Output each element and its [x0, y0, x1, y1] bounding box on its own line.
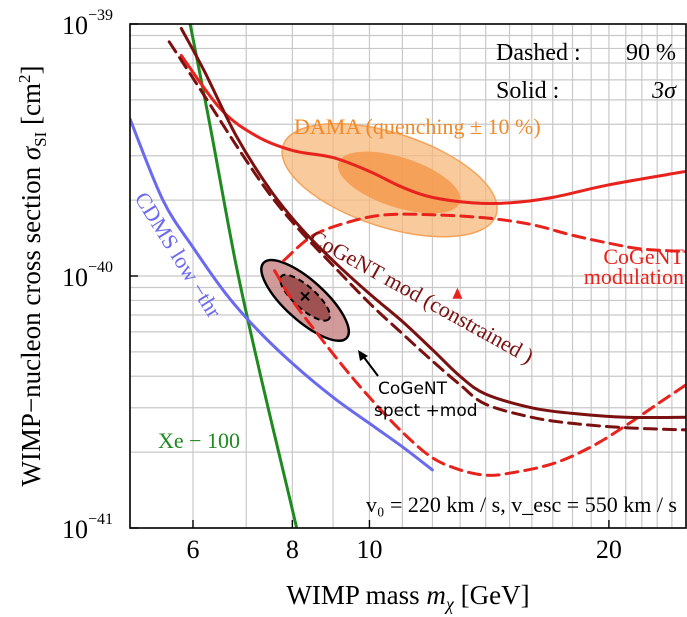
series-line-0 [188, 24, 299, 528]
series-line-4 [273, 269, 686, 477]
exclusion-curves [130, 24, 686, 528]
legend-dashed-label: Dashed : [496, 40, 581, 66]
cogent-modulation-label-1: CoGeNT [603, 244, 684, 269]
x-axis-title: WIMP mass mχ [GeV] [286, 580, 529, 614]
x-tick-label: 20 [596, 535, 622, 564]
cogent-spect-arrow [362, 355, 379, 377]
series-line-3 [282, 212, 686, 263]
legend-solid-value: 3σ [651, 78, 677, 104]
series-line-5 [179, 27, 686, 420]
y-tick-label: 10−39 [62, 7, 113, 40]
x-tick-label: 6 [186, 535, 199, 564]
series-line-6 [167, 40, 686, 432]
velocity-params-label: v₀ = 220 km / s, v_esc = 550 km / s [366, 492, 677, 517]
cdms-label: CDMS low −thr [130, 187, 227, 322]
svg-text:WIMP−nucleon cross section σSI: WIMP−nucleon cross section σSI [cm2] [15, 65, 50, 486]
svg-text:WIMP mass mχ [GeV]: WIMP mass mχ [GeV] [286, 580, 529, 614]
cogent-constrained-label: CoGeNT mod (constrained ) [306, 225, 538, 369]
dama-label: DAMA (quenching ± 10 %) [294, 114, 541, 139]
marker-triangle [452, 287, 463, 299]
cogent-spect-label-1: CoGeNT [378, 379, 448, 399]
series-line-1 [130, 117, 434, 472]
y-tick-label: 10−40 [62, 259, 113, 292]
legend: Dashed : 90 % Solid : 3σ [496, 40, 677, 104]
best-fit-markers [300, 287, 463, 302]
y-tick-label: 10−41 [62, 511, 113, 544]
legend-dashed-value: 90 % [626, 40, 676, 66]
grid-lines [129, 24, 687, 529]
marker-cross [300, 291, 310, 302]
series-line-2 [179, 54, 686, 206]
axis-ticks: 6 8 10 20 10−41 10−40 10−39 [62, 7, 622, 564]
cogent-spect-arrowhead [358, 350, 368, 361]
legend-solid-label: Solid : [496, 78, 559, 104]
cogent-modulation-label-2: modulation [584, 264, 684, 289]
xe-label: Xe − 100 [158, 428, 240, 453]
y-axis-title: WIMP−nucleon cross section σSI [cm2] [15, 65, 50, 486]
x-tick-label: 8 [286, 535, 299, 564]
x-tick-label: 10 [356, 535, 382, 564]
cogent-spect-label-2: spect +mod [374, 401, 478, 421]
